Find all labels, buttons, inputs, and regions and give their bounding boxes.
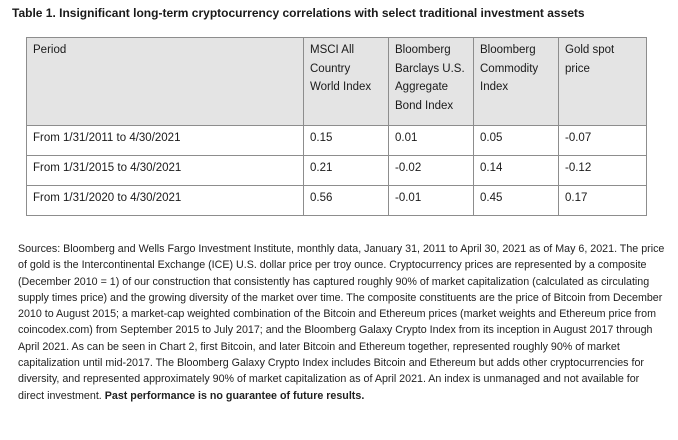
- table-title: Table 1. Insignificant long-term cryptoc…: [12, 6, 585, 20]
- sources-footnote: Sources: Bloomberg and Wells Fargo Inves…: [18, 241, 668, 404]
- cell-msci-acwi: 0.56: [303, 185, 389, 216]
- cell-gold-spot: -0.12: [558, 155, 647, 186]
- header-row: Period MSCI All Country World Index Bloo…: [26, 37, 647, 126]
- cell-msci-acwi: 0.21: [303, 155, 389, 186]
- table-body: From 1/31/2011 to 4/30/2021 0.15 0.01 0.…: [26, 125, 647, 216]
- cell-bloomberg-commodity: 0.45: [473, 185, 559, 216]
- table-row: From 1/31/2015 to 4/30/2021 0.21 -0.02 0…: [26, 155, 647, 186]
- correlation-table: Period MSCI All Country World Index Bloo…: [26, 37, 647, 216]
- cell-bloomberg-barclays-agg: -0.02: [388, 155, 474, 186]
- cell-bloomberg-barclays-agg: 0.01: [388, 125, 474, 156]
- cell-gold-spot: 0.17: [558, 185, 647, 216]
- cell-period: From 1/31/2011 to 4/30/2021: [26, 125, 304, 156]
- cell-bloomberg-commodity: 0.05: [473, 125, 559, 156]
- table-header: Period MSCI All Country World Index Bloo…: [26, 37, 647, 126]
- cell-bloomberg-commodity: 0.14: [473, 155, 559, 186]
- performance-disclaimer: Past performance is no guarantee of futu…: [104, 389, 365, 402]
- header-gold-spot: Gold spot price: [558, 37, 647, 126]
- cell-bloomberg-barclays-agg: -0.01: [388, 185, 474, 216]
- cell-period: From 1/31/2015 to 4/30/2021: [26, 155, 304, 186]
- footnote-text: Sources: Bloomberg and Wells Fargo Inves…: [18, 243, 665, 402]
- cell-period: From 1/31/2020 to 4/30/2021: [26, 185, 304, 216]
- cell-msci-acwi: 0.15: [303, 125, 389, 156]
- header-period: Period: [26, 37, 304, 126]
- header-msci-acwi: MSCI All Country World Index: [303, 37, 389, 126]
- cell-gold-spot: -0.07: [558, 125, 647, 156]
- header-bloomberg-commodity: Bloomberg Commodity Index: [473, 37, 559, 126]
- table-row: From 1/31/2011 to 4/30/2021 0.15 0.01 0.…: [26, 125, 647, 156]
- table-row: From 1/31/2020 to 4/30/2021 0.56 -0.01 0…: [26, 185, 647, 216]
- header-bloomberg-barclays-agg: Bloomberg Barclays U.S. Aggregate Bond I…: [388, 37, 474, 126]
